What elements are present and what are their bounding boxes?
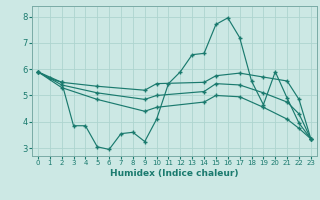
X-axis label: Humidex (Indice chaleur): Humidex (Indice chaleur) (110, 169, 239, 178)
